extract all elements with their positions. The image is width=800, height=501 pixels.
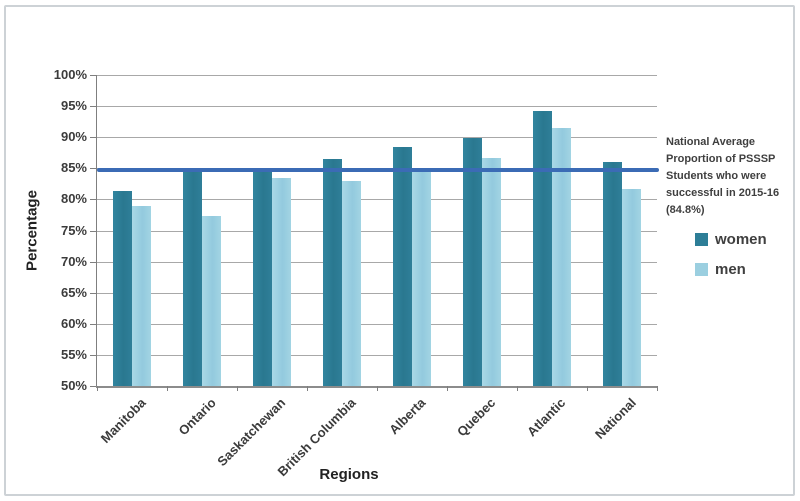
y-tick-label: 70%	[60, 254, 87, 269]
bar-women-quebec	[463, 138, 482, 386]
y-gridline	[97, 293, 657, 294]
x-category-label: Saskatchewan	[214, 395, 289, 469]
y-tick-mark	[90, 324, 96, 325]
legend-label-men: men	[715, 261, 746, 278]
y-gridline	[97, 231, 657, 232]
y-tick-mark	[90, 355, 96, 356]
y-tick-label: 50%	[60, 378, 87, 393]
y-tick-mark	[90, 137, 96, 138]
y-tick-mark	[90, 231, 96, 232]
legend-label-women: women	[715, 231, 767, 248]
x-tick-mark	[167, 386, 168, 391]
y-tick-label: 100%	[53, 67, 87, 82]
y-tick-mark	[90, 106, 96, 107]
legend-swatch-men	[695, 263, 708, 276]
x-tick-mark	[307, 386, 308, 391]
x-category-label: Atlantic	[524, 395, 569, 440]
y-gridline	[97, 262, 657, 263]
reference-line-annotation: National Average Proportion of PSSSP Stu…	[666, 136, 780, 216]
bar-women-ontario	[183, 170, 202, 386]
reference-line	[97, 168, 659, 172]
y-gridline	[97, 355, 657, 356]
x-category-label: Manitoba	[97, 395, 149, 446]
y-tick-label: 75%	[60, 223, 87, 238]
y-tick-mark	[90, 386, 96, 387]
y-gridline	[97, 324, 657, 325]
x-tick-mark	[657, 386, 658, 391]
x-tick-mark	[377, 386, 378, 391]
bar-men-national	[622, 189, 641, 386]
y-gridline	[97, 75, 657, 76]
bar-women-alberta	[393, 147, 412, 386]
bar-women-national	[603, 162, 622, 386]
y-tick-mark	[90, 75, 96, 76]
y-tick-mark	[90, 168, 96, 169]
y-tick-label: 55%	[60, 347, 87, 362]
bar-women-atlantic	[533, 111, 552, 386]
bar-men-quebec	[482, 158, 501, 386]
x-tick-mark	[587, 386, 588, 391]
bar-men-manitoba	[132, 206, 151, 386]
bar-men-alberta	[412, 172, 431, 386]
bar-men-saskatchewan	[272, 178, 291, 386]
legend-item-women: women	[695, 231, 767, 248]
legend-swatch-women	[695, 233, 708, 246]
y-tick-label: 65%	[60, 285, 87, 300]
y-gridline	[97, 137, 657, 138]
bar-women-british-columbia	[323, 159, 342, 386]
x-category-label: Quebec	[454, 395, 499, 440]
bar-men-british-columbia	[342, 181, 361, 386]
y-tick-mark	[90, 262, 96, 263]
bar-women-manitoba	[113, 191, 132, 386]
x-tick-mark	[237, 386, 238, 391]
y-tick-label: 60%	[60, 316, 87, 331]
y-tick-label: 90%	[60, 129, 87, 144]
y-tick-mark	[90, 199, 96, 200]
y-axis-line	[96, 75, 97, 386]
legend-item-men: men	[695, 261, 767, 278]
bar-women-saskatchewan	[253, 169, 272, 386]
y-tick-label: 80%	[60, 191, 87, 206]
y-tick-label: 95%	[60, 98, 87, 113]
y-tick-label: 85%	[60, 160, 87, 175]
y-gridline	[97, 199, 657, 200]
x-axis-title: Regions	[319, 466, 379, 483]
x-category-label: Ontario	[175, 395, 219, 439]
x-tick-mark	[97, 386, 98, 391]
bar-men-ontario	[202, 216, 221, 386]
bar-men-atlantic	[552, 128, 571, 386]
y-gridline	[97, 106, 657, 107]
x-category-label: Alberta	[386, 395, 429, 438]
x-tick-mark	[517, 386, 518, 391]
x-tick-mark	[447, 386, 448, 391]
legend: women men	[695, 231, 767, 291]
x-category-label: National	[591, 395, 639, 442]
y-tick-mark	[90, 293, 96, 294]
